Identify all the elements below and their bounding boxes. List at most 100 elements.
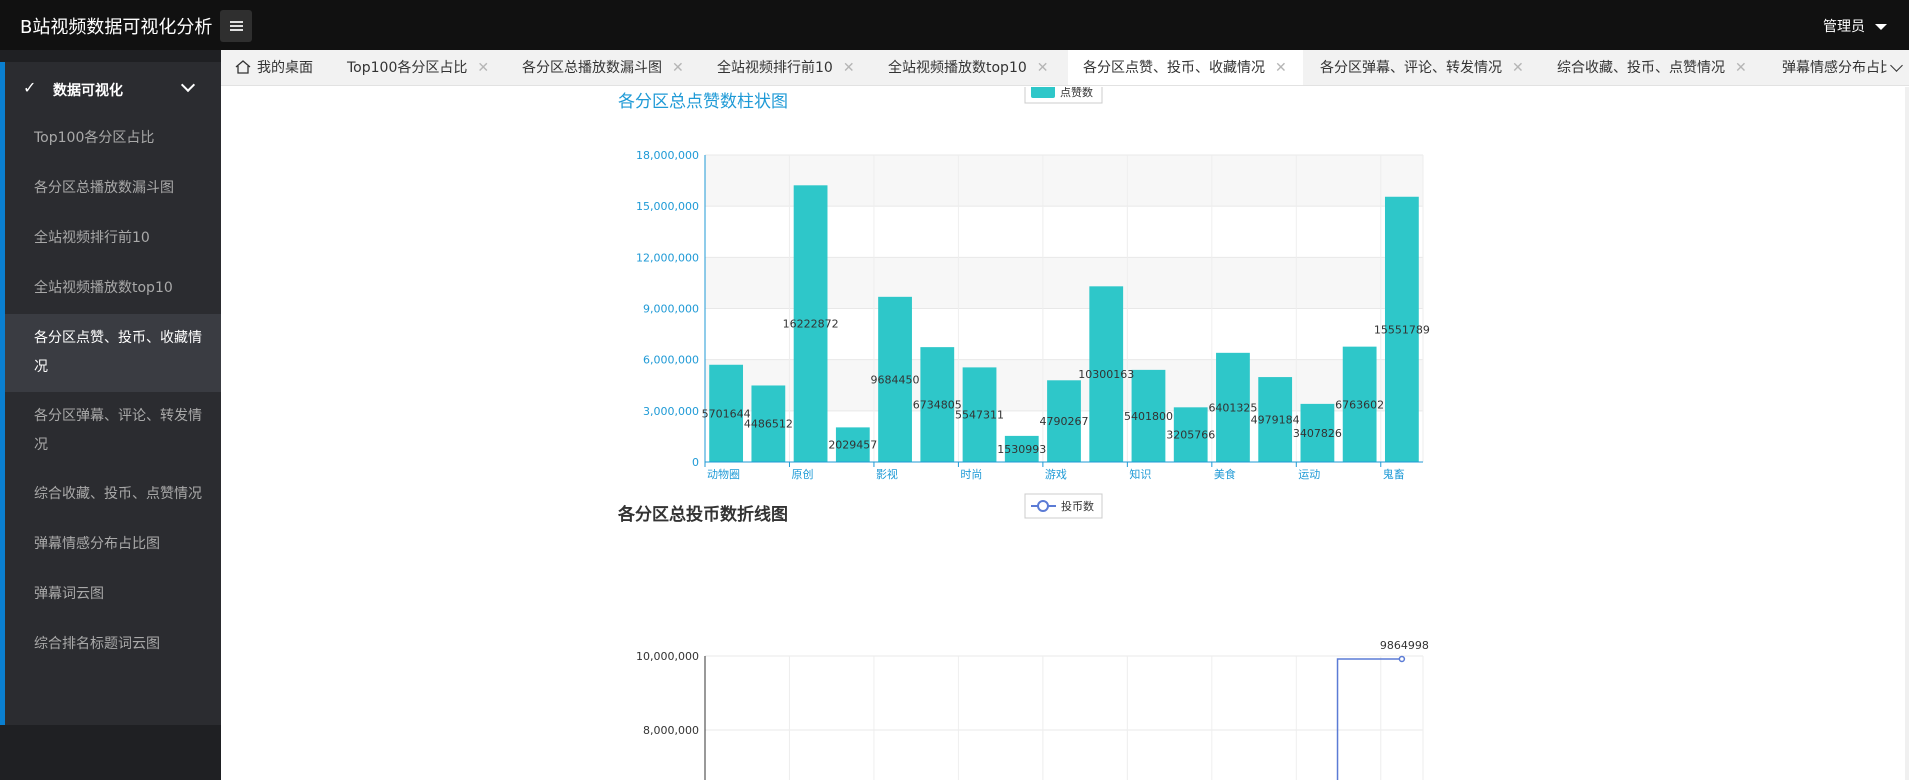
bar-data-label: 15551789 [1374,323,1430,336]
sidebar-item-label: 各分区弹幕、评论、转发情况 [34,408,202,453]
x-tick-label: 动物圈 [707,467,740,481]
bar [1300,403,1335,462]
sidebar-item-top100[interactable]: Top100各分区占比 [5,114,221,164]
sidebar-item-label: 弹幕情感分布占比图 [34,536,160,552]
tab-label: 各分区弹幕、评论、转发情况 [1320,60,1502,76]
line-chart-title: 各分区总投币数折线图 [617,504,788,525]
sidebar-item-play-top10[interactable]: 全站视频播放数top10 [5,264,221,314]
sidebar-item-combined[interactable]: 综合收藏、投币、点赞情况 [5,470,221,520]
hamburger-icon [230,25,243,27]
bar-data-label: 16222872 [783,318,839,331]
y-tick-label: 6,000,000 [643,354,699,367]
sidebar-item-danmaku-cloud[interactable]: 弹幕词云图 [5,570,221,620]
sidebar-item-label: 全站视频排行前10 [34,230,150,246]
caret-down-icon [1875,24,1887,30]
x-tick-label: 知识 [1129,467,1151,481]
x-tick-label: 游戏 [1045,468,1067,481]
bar-data-label: 4790267 [1040,415,1089,428]
bar-chart-title: 各分区总点赞数柱状图 [618,92,788,112]
close-icon[interactable]: ✕ [477,60,490,76]
bar-data-label: 6401325 [1208,401,1257,414]
close-icon[interactable]: ✕ [672,60,684,76]
tab-top100[interactable]: Top100各分区占比 ✕ [347,50,490,85]
tab-label: 各分区总播放数漏斗图 [522,60,662,76]
bar [1342,346,1377,462]
bar [1089,286,1124,462]
close-icon[interactable]: ✕ [1036,60,1049,76]
sidebar-item-label: Top100各分区占比 [34,130,155,146]
bar-chart-legend-group[interactable]: 点赞数 [1024,78,1103,104]
bar [1173,407,1208,462]
x-tick-label: 原创 [791,468,813,481]
y-tick-label: 12,000,000 [636,251,699,264]
hamburger-icon [230,29,243,31]
sidebar-item-rank10[interactable]: 全站视频排行前10 [5,214,221,264]
bar [1216,352,1250,462]
menu-toggle-button[interactable] [220,10,252,42]
x-tick-label: 鬼畜 [1383,467,1405,481]
sidebar-item-funnel[interactable]: 各分区总播放数漏斗图 [5,164,221,214]
close-icon[interactable]: ✕ [842,60,855,76]
close-icon[interactable]: ✕ [1275,60,1287,76]
admin-menu[interactable]: 管理员 [1823,16,1887,36]
hamburger-icon [230,21,243,23]
legend-label: 点赞数 [1060,87,1093,99]
bar-data-label: 10300163 [1078,368,1134,381]
tab-funnel[interactable]: 各分区总播放数漏斗图 ✕ [522,50,684,85]
app-title: B站视频数据可视化分析 [20,17,213,38]
sidebar-item-sentiment[interactable]: 弹幕情感分布占比图 [5,520,221,570]
tab-label: 综合收藏、投币、点赞情况 [1557,60,1725,76]
bar [793,185,828,462]
x-tick-label: 影视 [876,467,898,481]
sidebar-group-header[interactable]: ✓ 数据可视化 [5,62,221,114]
bar [920,347,955,462]
y-tick-label: 0 [692,456,699,469]
bar-data-label: 4486512 [744,418,793,431]
tab-combined[interactable]: 综合收藏、投币、点赞情况 ✕ [1557,50,1747,85]
tab-label: Top100各分区占比 [347,60,468,76]
sidebar: ✓ 数据可视化 Top100各分区占比 各分区总播放数漏斗图 全站视频排行前10… [0,50,221,780]
bar [1258,377,1293,462]
home-icon [235,60,251,74]
bar-chart-bars [709,185,1419,462]
charts-canvas: 各分区总点赞数柱状图 点赞数 0 3,000,000 6,000,000 9,000,… [617,78,1430,780]
bar-data-label: 6763602 [1335,398,1384,411]
content-scrollbar[interactable] [1905,87,1909,780]
bar [878,296,912,462]
bar-data-label: 9684450 [871,373,920,386]
bar-chart-y-axis: 0 3,000,000 6,000,000 9,000,000 12,000,000 15… [636,149,706,469]
tab-label: 全站视频排行前10 [717,60,833,76]
sidebar-item-title-cloud[interactable]: 综合排名标题词云图 [5,620,221,670]
sidebar-item-label: 各分区点赞、投币、收藏情况 [34,330,202,375]
bar [1004,435,1039,462]
y-tick-label: 3,000,000 [643,405,699,418]
sidebar-item-likes-coins-favs[interactable]: 各分区点赞、投币、收藏情况 [5,314,221,392]
bar-data-label: 2029457 [828,439,877,452]
sidebar-item-label: 综合收藏、投币、点赞情况 [34,486,202,502]
tab-likes-coins-favs[interactable]: 各分区点赞、投币、收藏情况 ✕ [1068,50,1303,85]
sidebar-item-label: 各分区总播放数漏斗图 [34,180,174,196]
y-tick-label: 8,000,000 [643,724,699,737]
sidebar-item-label: 弹幕词云图 [34,586,104,602]
bar-data-label: 3407826 [1293,427,1342,440]
close-icon[interactable]: ✕ [1512,60,1524,76]
tab-rank10[interactable]: 全站视频排行前10 ✕ [717,50,855,85]
line-chart-legend-group[interactable]: 投币数 [1024,493,1103,519]
bar-data-label: 1530993 [997,443,1046,456]
y-tick-label: 10,000,000 [636,650,699,663]
tab-scroll-right-button[interactable] [1887,50,1909,85]
tab-danmaku-comments[interactable]: 各分区弹幕、评论、转发情况 ✕ [1320,50,1524,85]
chevron-down-icon [180,77,196,93]
y-tick-label: 9,000,000 [643,303,699,316]
tab-label: 我的桌面 [257,60,313,76]
sidebar-item-danmaku-comments[interactable]: 各分区弹幕、评论、转发情况 [5,392,221,470]
tab-sentiment[interactable]: 弹幕情感分布占比图 [1782,50,1908,85]
tab-play-top10[interactable]: 全站视频播放数top10 ✕ [888,50,1049,85]
tab-label: 全站视频播放数top10 [888,60,1027,76]
tab-home[interactable]: 我的桌面 [235,50,313,85]
close-icon[interactable]: ✕ [1735,60,1747,76]
series-line [1336,658,1402,780]
point-data-label: 9864998 [1380,639,1429,652]
bar-data-label: 5701644 [702,407,751,420]
tab-label: 弹幕情感分布占比图 [1782,60,1908,76]
